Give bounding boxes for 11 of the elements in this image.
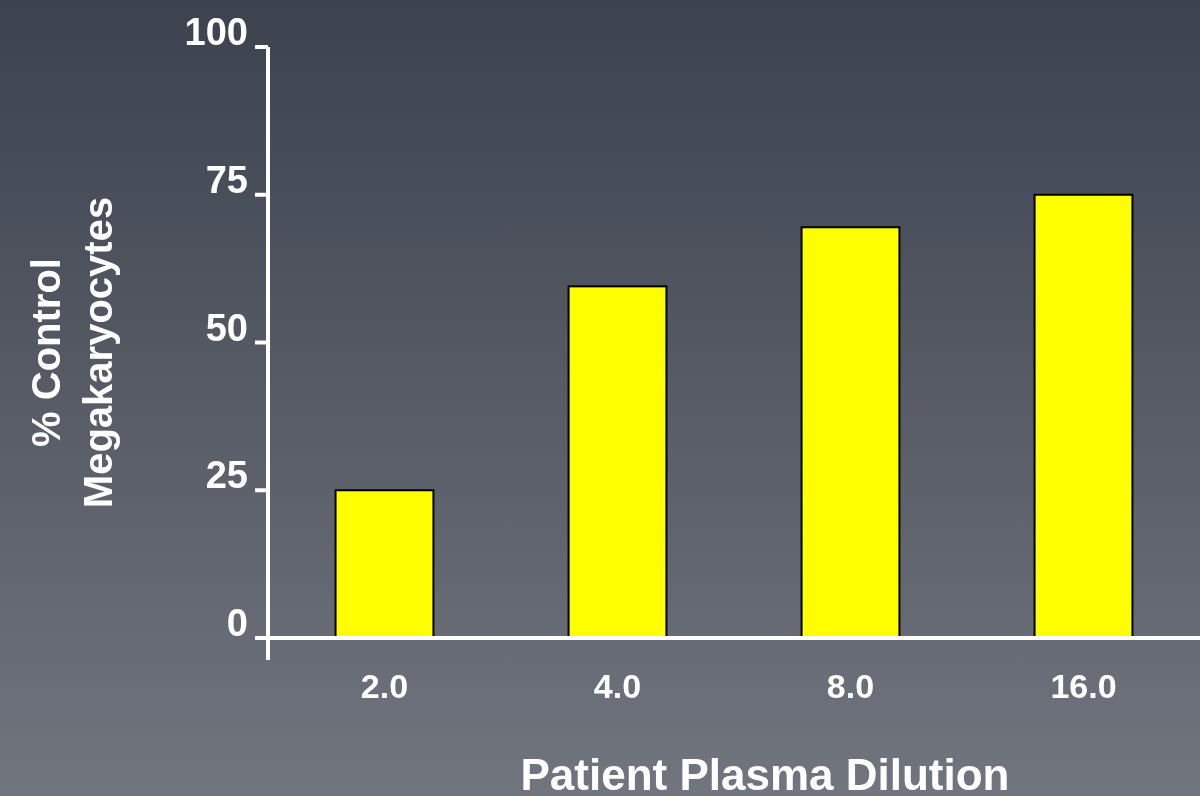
y-tick-label: 100 xyxy=(184,11,248,54)
y-tick-label: 25 xyxy=(205,454,248,497)
x-tick-label: 8.0 xyxy=(826,667,875,705)
y-axis-title: % Control Megakaryocytes xyxy=(24,196,120,509)
y-tick-label: 75 xyxy=(205,158,248,201)
x-tick-label: 4.0 xyxy=(593,667,642,705)
x-axis-title: Patient Plasma Dilution xyxy=(520,750,1010,796)
x-tick-label: 2.0 xyxy=(360,667,409,705)
y-tick-label: 50 xyxy=(205,306,248,349)
y-tick-label: 0 xyxy=(226,602,248,645)
x-tick-label: 16.0 xyxy=(1050,667,1117,705)
